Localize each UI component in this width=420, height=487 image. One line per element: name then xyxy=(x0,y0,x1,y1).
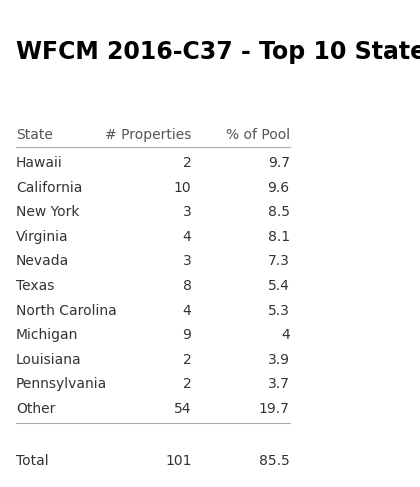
Text: 3: 3 xyxy=(183,254,192,268)
Text: 7.3: 7.3 xyxy=(268,254,290,268)
Text: 85.5: 85.5 xyxy=(259,454,290,468)
Text: 4: 4 xyxy=(183,230,192,244)
Text: Other: Other xyxy=(16,402,55,416)
Text: 10: 10 xyxy=(174,181,192,195)
Text: 3.9: 3.9 xyxy=(268,353,290,367)
Text: Texas: Texas xyxy=(16,279,54,293)
Text: 2: 2 xyxy=(183,353,192,367)
Text: 8: 8 xyxy=(183,279,192,293)
Text: 4: 4 xyxy=(183,303,192,318)
Text: Hawaii: Hawaii xyxy=(16,156,63,170)
Text: 2: 2 xyxy=(183,156,192,170)
Text: 3.7: 3.7 xyxy=(268,377,290,392)
Text: New York: New York xyxy=(16,205,79,219)
Text: 5.3: 5.3 xyxy=(268,303,290,318)
Text: 19.7: 19.7 xyxy=(259,402,290,416)
Text: WFCM 2016-C37 - Top 10 States: WFCM 2016-C37 - Top 10 States xyxy=(16,40,420,64)
Text: 54: 54 xyxy=(174,402,192,416)
Text: Michigan: Michigan xyxy=(16,328,78,342)
Text: % of Pool: % of Pool xyxy=(226,128,290,142)
Text: 9.6: 9.6 xyxy=(268,181,290,195)
Text: North Carolina: North Carolina xyxy=(16,303,117,318)
Text: 8.5: 8.5 xyxy=(268,205,290,219)
Text: 101: 101 xyxy=(165,454,192,468)
Text: Louisiana: Louisiana xyxy=(16,353,81,367)
Text: California: California xyxy=(16,181,82,195)
Text: 2: 2 xyxy=(183,377,192,392)
Text: # Properties: # Properties xyxy=(105,128,192,142)
Text: 8.1: 8.1 xyxy=(268,230,290,244)
Text: State: State xyxy=(16,128,53,142)
Text: 3: 3 xyxy=(183,205,192,219)
Text: 4: 4 xyxy=(281,328,290,342)
Text: 5.4: 5.4 xyxy=(268,279,290,293)
Text: Virginia: Virginia xyxy=(16,230,68,244)
Text: Nevada: Nevada xyxy=(16,254,69,268)
Text: Total: Total xyxy=(16,454,48,468)
Text: 9: 9 xyxy=(183,328,192,342)
Text: 9.7: 9.7 xyxy=(268,156,290,170)
Text: Pennsylvania: Pennsylvania xyxy=(16,377,107,392)
